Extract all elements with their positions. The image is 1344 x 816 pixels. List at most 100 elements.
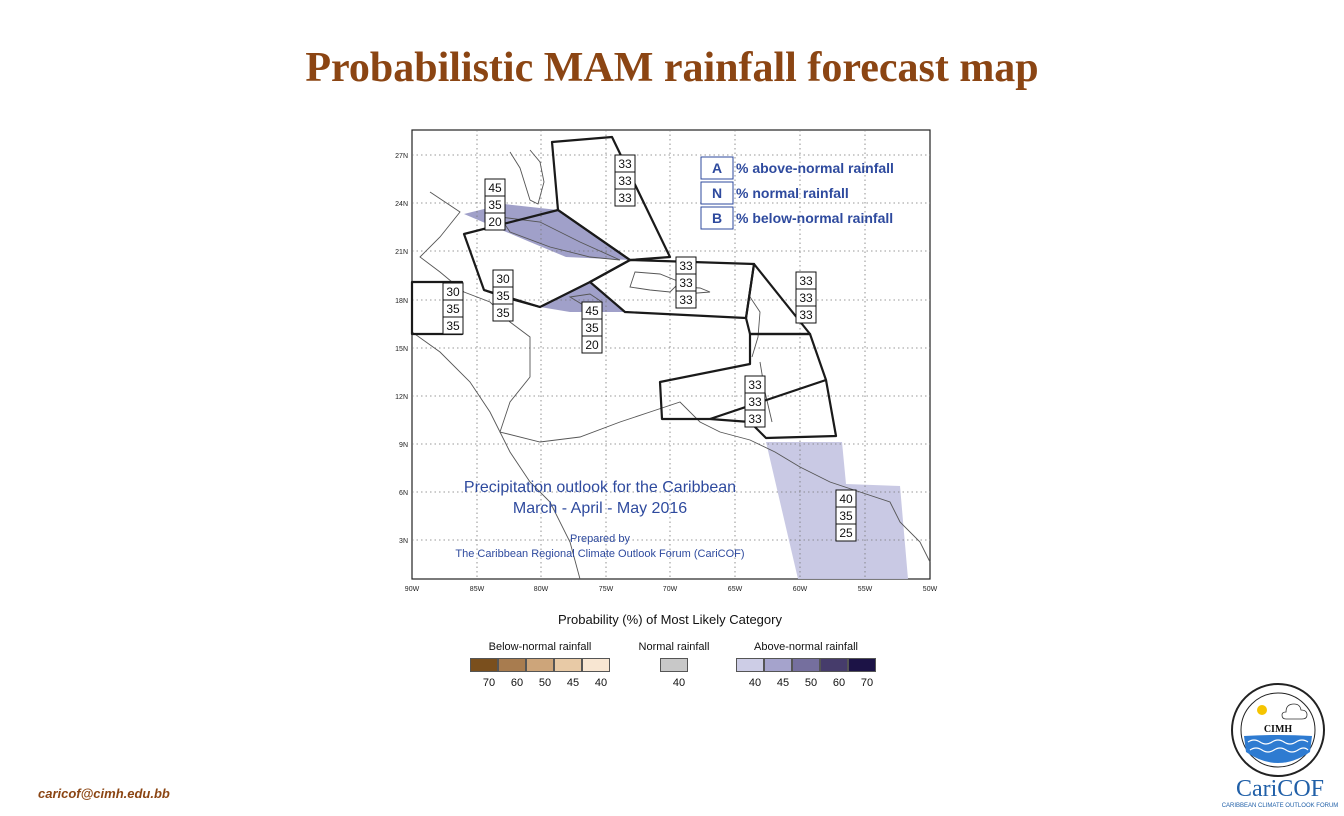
lon-label: 75W — [599, 586, 614, 593]
svg-text:35: 35 — [585, 321, 599, 335]
value-box-hispaniola: 33 — [675, 273, 697, 292]
svg-text:33: 33 — [618, 191, 632, 205]
svg-text:35: 35 — [496, 289, 510, 303]
svg-text:33: 33 — [748, 378, 762, 392]
above-label: Above-normal rainfall — [754, 641, 858, 653]
lon-label: 85W — [470, 586, 485, 593]
svg-text:25: 25 — [839, 526, 853, 540]
svg-text:33: 33 — [618, 157, 632, 171]
lat-label: 24N — [395, 201, 408, 208]
svg-text:20: 20 — [488, 215, 502, 229]
svg-text:33: 33 — [618, 174, 632, 188]
logo-tagline: CARIBBEAN CLIMATE OUTLOOK FORUM — [1222, 803, 1339, 809]
outline-windwards-inner — [709, 378, 827, 421]
anb-legend: A % above-normal rainfall N % normal rainfa… — [700, 156, 894, 230]
lat-label: 21N — [395, 249, 408, 256]
value-box-cuba: 35 — [484, 195, 506, 214]
forum-name: The Caribbean Regional Climate Outlook F… — [455, 548, 744, 560]
legend-row-B: B % below-normal rainfall — [700, 206, 893, 230]
latitude-labels: 27N 24N 21N 18N 15N 12N 9N 6N 3N — [395, 153, 408, 545]
value-box-cayman: 35 — [492, 303, 514, 322]
lat-label: 3N — [399, 538, 408, 545]
region-value-boxes: 33 33 33 45 35 20 30 35 35 30 35 35 45 35 20 33 33 33 33 33… — [442, 154, 857, 542]
above-swatch — [820, 658, 848, 672]
value-box-guianas: 25 — [835, 523, 857, 542]
svg-text:33: 33 — [799, 274, 813, 288]
svg-text:A: A — [712, 160, 722, 176]
outlook-line2: March - April - May 2016 — [513, 500, 687, 517]
above-tick: 70 — [860, 677, 874, 689]
value-box-hispaniola: 33 — [675, 290, 697, 309]
value-box-belize: 30 — [442, 282, 464, 301]
svg-text:% normal rainfall: % normal rainfall — [736, 185, 849, 201]
value-box-belize: 35 — [442, 316, 464, 335]
value-box-bahamas: 33 — [614, 188, 636, 207]
legend-row-A: A % above-normal rainfall — [700, 156, 894, 180]
logo-brand: CariCOF — [1236, 776, 1324, 802]
below-swatch — [470, 658, 498, 672]
value-box-belize: 35 — [442, 299, 464, 318]
legend-row-N: N % normal rainfall — [700, 181, 849, 205]
outlook-line1: Precipitation outlook for the Caribbean — [464, 479, 736, 496]
svg-text:33: 33 — [799, 291, 813, 305]
lat-label: 9N — [399, 442, 408, 449]
below-swatch — [582, 658, 610, 672]
forecast-map: 27N 24N 21N 18N 15N 12N 9N 6N 3N 90W 85W 80W 75W 70W… — [395, 129, 938, 593]
svg-text:% above-normal rainfall: % above-normal rainfall — [736, 160, 894, 176]
longitude-labels: 90W 85W 80W 75W 70W 65W 60W 55W 50W — [405, 586, 938, 593]
outline-hispaniola — [588, 258, 756, 320]
prepared-by: Prepared by — [570, 533, 630, 545]
contact-email[interactable]: caricof@cimh.edu.bb — [38, 786, 170, 801]
normal-swatch — [660, 658, 688, 672]
logo-cimh: CIMH — [1264, 724, 1293, 735]
lat-label: 6N — [399, 490, 408, 497]
value-box-guianas: 35 — [835, 506, 857, 525]
svg-text:33: 33 — [799, 308, 813, 322]
lat-label: 15N — [395, 346, 408, 353]
lon-label: 70W — [663, 586, 678, 593]
svg-text:N: N — [712, 185, 722, 201]
value-box-jamaica: 35 — [581, 318, 603, 337]
svg-text:35: 35 — [446, 302, 460, 316]
shade-jamaica — [540, 282, 625, 312]
value-box-leewards: 33 — [795, 305, 817, 324]
svg-text:45: 45 — [585, 304, 599, 318]
value-box-cuba: 20 — [484, 212, 506, 231]
value-box-cayman: 35 — [492, 286, 514, 305]
lat-label: 27N — [395, 153, 408, 160]
svg-text:35: 35 — [488, 198, 502, 212]
value-box-leewards: 33 — [795, 288, 817, 307]
value-box-windwards: 33 — [744, 409, 766, 428]
svg-text:33: 33 — [748, 412, 762, 426]
value-box-windwards: 33 — [744, 392, 766, 411]
svg-text:35: 35 — [496, 306, 510, 320]
above-tick: 60 — [832, 677, 846, 689]
svg-text:33: 33 — [748, 395, 762, 409]
above-swatch — [848, 658, 876, 672]
svg-text:33: 33 — [679, 293, 693, 307]
lat-label: 18N — [395, 298, 408, 305]
above-swatch — [736, 658, 764, 672]
below-label: Below-normal rainfall — [488, 641, 592, 653]
svg-text:35: 35 — [839, 509, 853, 523]
normal-tick: 40 — [672, 677, 686, 689]
svg-text:20: 20 — [585, 338, 599, 352]
svg-text:30: 30 — [446, 285, 460, 299]
svg-text:45: 45 — [488, 181, 502, 195]
below-swatch — [554, 658, 582, 672]
below-swatch — [526, 658, 554, 672]
below-tick: 45 — [566, 677, 580, 689]
below-tick: 60 — [510, 677, 524, 689]
lat-label: 12N — [395, 394, 408, 401]
lon-label: 65W — [728, 586, 743, 593]
above-swatch — [792, 658, 820, 672]
value-box-bahamas: 33 — [614, 154, 636, 173]
svg-text:40: 40 — [839, 492, 853, 506]
outline-bahamas — [550, 135, 672, 262]
value-box-leewards: 33 — [795, 271, 817, 290]
lon-label: 50W — [923, 586, 938, 593]
value-box-guianas: 40 — [835, 489, 857, 508]
below-swatch — [498, 658, 526, 672]
value-box-cayman: 30 — [492, 269, 514, 288]
above-tick: 45 — [776, 677, 790, 689]
